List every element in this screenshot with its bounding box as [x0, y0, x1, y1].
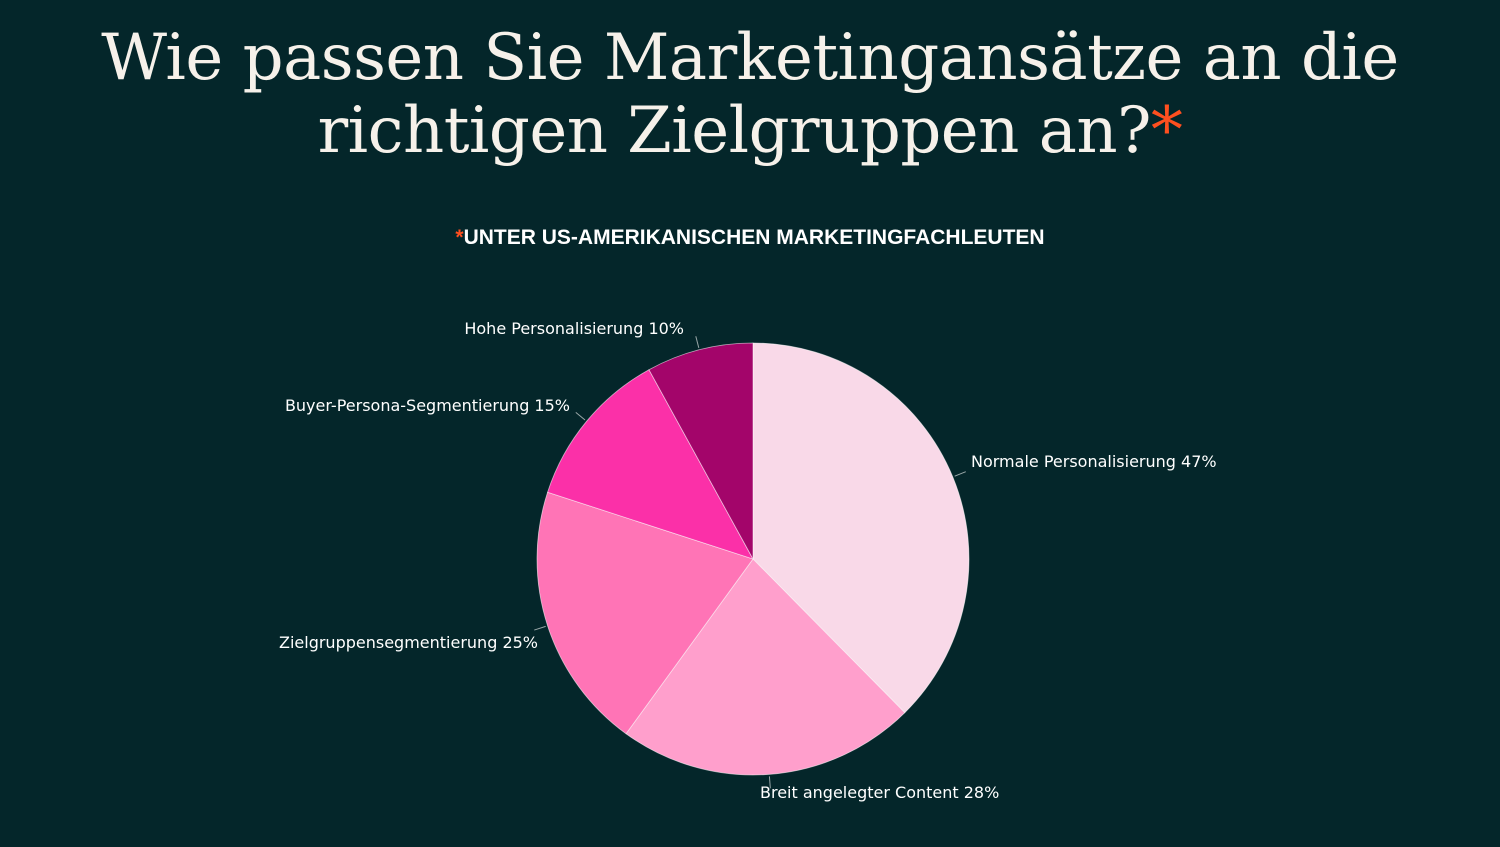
slice-label: Zielgruppensegmentierung 25% — [279, 633, 538, 652]
subtitle-text: UNTER US-AMERIKANISCHEN MARKETINGFACHLEU… — [463, 226, 1045, 249]
chart-title: Wie passen Sie Marketingansätze an die ri… — [0, 22, 1500, 168]
leader-line — [534, 625, 546, 631]
slice-label: Buyer-Persona-Segmentierung 15% — [285, 396, 570, 415]
pie-slice — [752, 342, 970, 714]
leader-line — [575, 412, 586, 421]
leader-line — [695, 336, 700, 348]
pie-slice — [625, 558, 906, 776]
pie-slice — [547, 369, 754, 560]
leader-line — [954, 471, 966, 477]
slice-label: Hohe Personalisierung 10% — [464, 319, 684, 338]
subtitle-asterisk: * — [455, 226, 464, 249]
leader-line — [768, 776, 771, 789]
pie-slice — [536, 491, 754, 735]
pie-slice — [648, 342, 754, 560]
slice-label: Normale Personalisierung 47% — [971, 452, 1217, 471]
title-line-2: richtigen Zielgruppen an? — [317, 94, 1152, 168]
title-asterisk: * — [1150, 94, 1183, 168]
slice-label: Breit angelegter Content 28% — [760, 783, 999, 802]
title-line-1: Wie passen Sie Marketingansätze an die — [101, 21, 1399, 95]
chart-subtitle: *UNTER US-AMERIKANISCHEN MARKETINGFACHLE… — [0, 226, 1500, 250]
